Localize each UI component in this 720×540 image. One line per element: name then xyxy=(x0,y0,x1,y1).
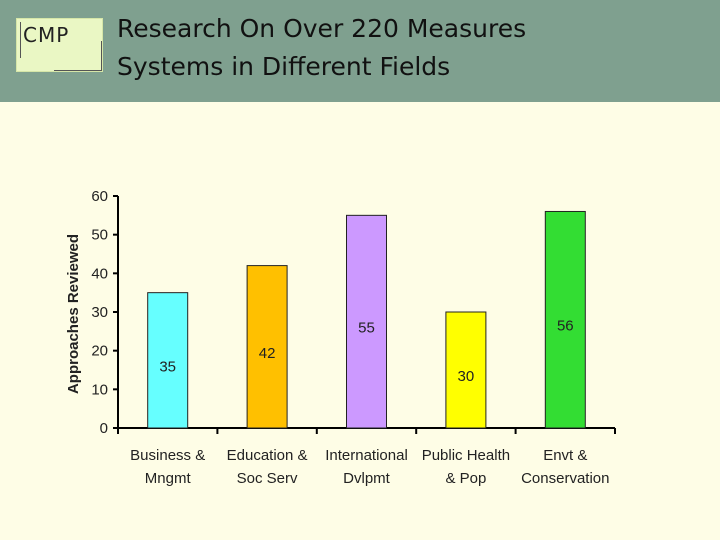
chart-axes: 0 10 20 30 40 50 60 Approaches Reviewed xyxy=(65,188,616,437)
header-bar: CMP Research On Over 220 Measures System… xyxy=(0,0,720,102)
x-category-label: International xyxy=(325,447,408,464)
y-tick-label: 60 xyxy=(91,188,108,205)
y-tick-label: 10 xyxy=(91,381,108,398)
chart-bars xyxy=(147,210,586,429)
x-category-label: Conservation xyxy=(521,470,609,487)
x-category-label: Mngmt xyxy=(145,470,192,487)
data-label: 42 xyxy=(259,345,276,362)
cmp-logo: CMP xyxy=(16,18,103,72)
bar xyxy=(147,292,189,429)
x-category-label: Envt & xyxy=(543,447,587,464)
bar xyxy=(346,214,387,429)
y-tick-label: 20 xyxy=(91,343,108,360)
data-label: 56 xyxy=(557,318,574,335)
data-label: 55 xyxy=(358,320,375,337)
bar xyxy=(544,210,586,429)
x-category-label: & Pop xyxy=(445,470,486,487)
data-label: 35 xyxy=(159,358,176,375)
x-category-label: Education & xyxy=(227,447,308,464)
x-category-label: Dvlpmt xyxy=(343,470,391,487)
title-line-2: Systems in Different Fields xyxy=(117,52,451,81)
page-title: Research On Over 220 Measures Systems in… xyxy=(117,10,526,86)
chart-labels: 35 Business & Mngmt 42 Education & Soc Serv 55… xyxy=(130,318,609,487)
y-axis-title: Approaches Reviewed xyxy=(65,234,82,394)
title-line-1: Research On Over 220 Measures xyxy=(117,14,527,43)
x-category-label: Soc Serv xyxy=(237,470,298,487)
y-tick-label: 30 xyxy=(91,304,108,321)
x-category-label: Public Health xyxy=(422,447,510,464)
bar xyxy=(246,265,288,429)
bar xyxy=(445,311,487,429)
x-category-label: Business & xyxy=(130,447,205,464)
data-label: 30 xyxy=(458,368,475,385)
y-tick-label: 0 xyxy=(100,420,108,437)
y-tick-label: 50 xyxy=(91,227,108,244)
y-tick-label: 40 xyxy=(91,265,108,282)
logo-text: CMP xyxy=(23,23,70,47)
